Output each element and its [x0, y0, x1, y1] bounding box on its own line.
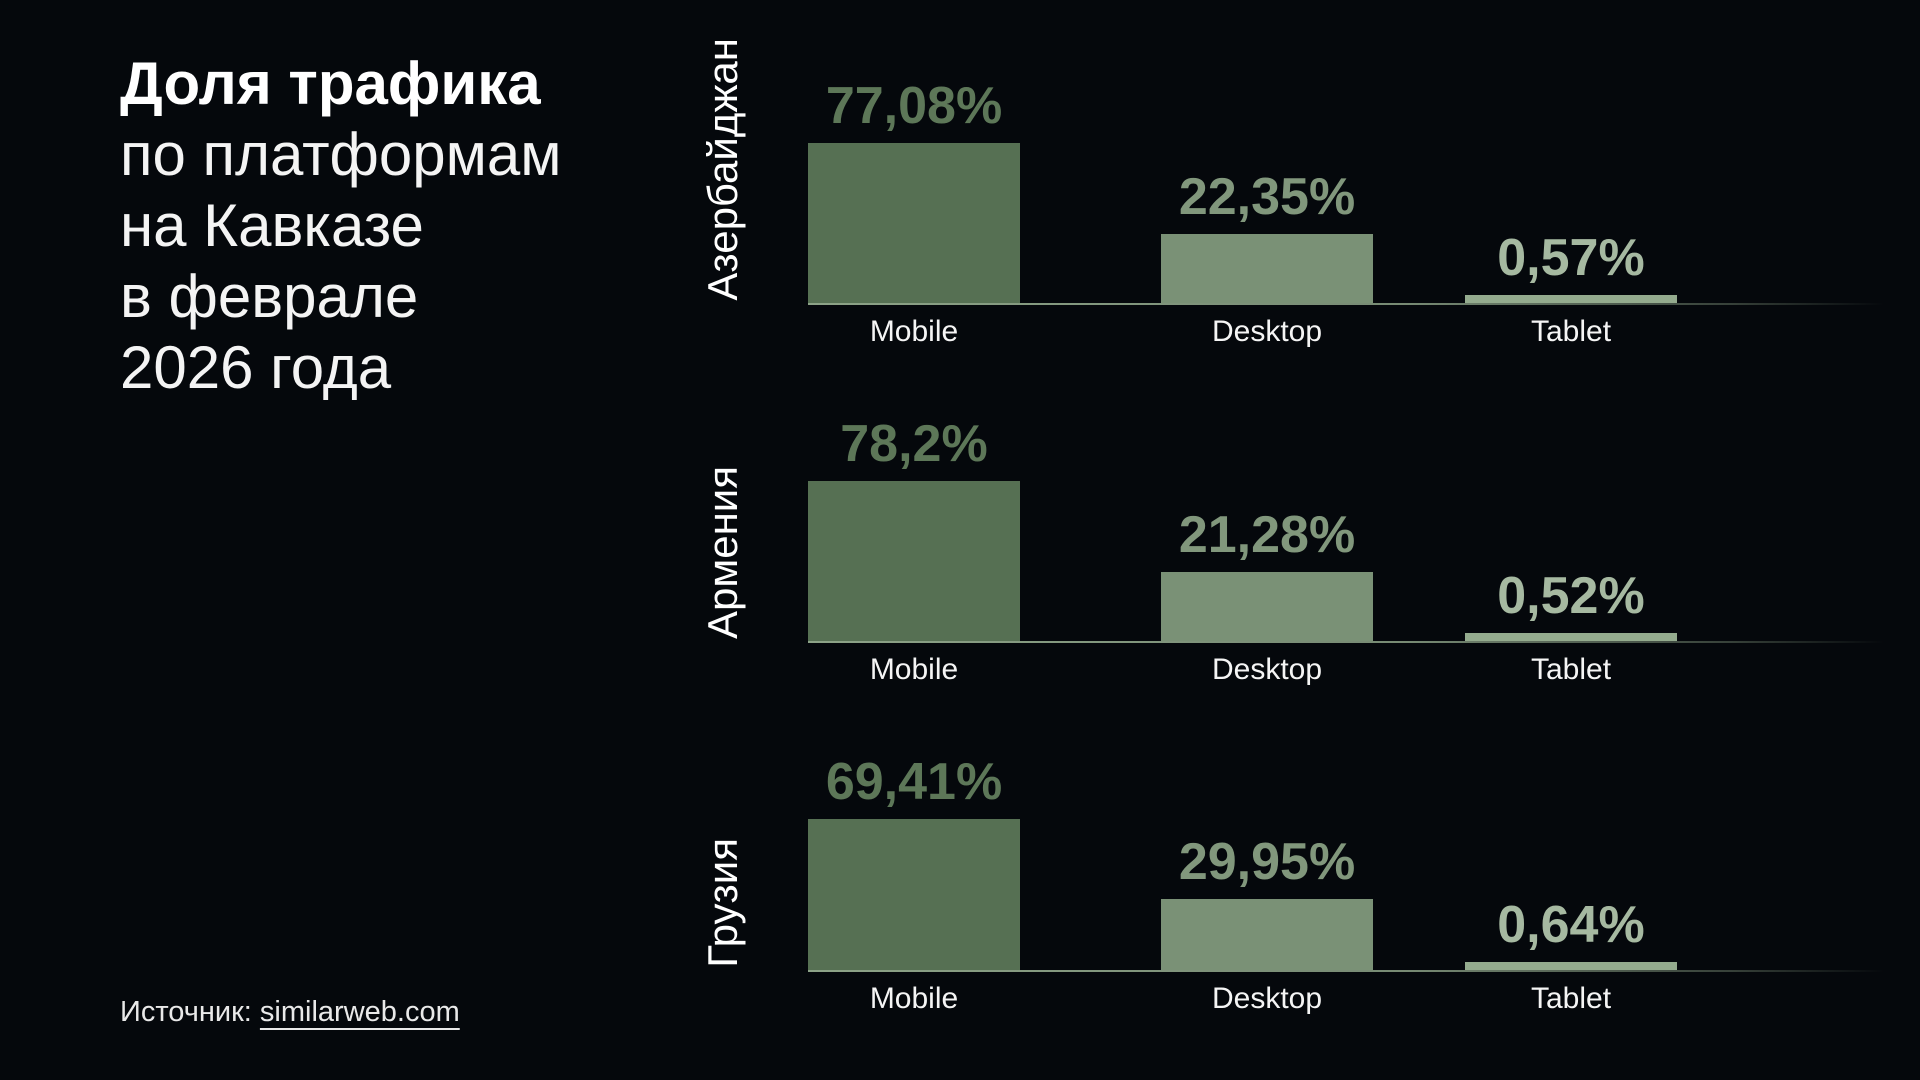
title-line: на Кавказе	[120, 192, 424, 259]
value-label: 0,64%	[1497, 895, 1645, 954]
bar-slot-mobile: 69,41%	[808, 710, 1020, 970]
axis-baseline	[808, 303, 1895, 305]
bar-slot-desktop: 29,95%	[1161, 710, 1373, 970]
bar-desktop	[1161, 572, 1373, 641]
value-label: 21,28%	[1178, 505, 1356, 564]
value-label: 0,57%	[1497, 228, 1645, 287]
category-label-desktop: Desktop	[1211, 653, 1323, 686]
bar-slot-tablet: 0,64%	[1465, 710, 1677, 970]
category-label-mobile: Mobile	[869, 653, 959, 686]
source-prefix: Источник:	[120, 996, 260, 1028]
value-label: 0,52%	[1497, 566, 1645, 625]
country-label: Армения	[699, 465, 746, 639]
chart-group-georgia: Грузия 69,41% 29,95% 0,64% Mobile Deskto…	[690, 710, 1900, 1015]
source-note: Источник: similarweb.com	[120, 996, 460, 1029]
bar-tablet	[1465, 295, 1677, 303]
title-line-bold: Доля трафика	[120, 50, 541, 117]
country-label: Грузия	[699, 838, 746, 968]
title-line: 2026 года	[120, 334, 392, 401]
page-title: Доля трафика по платформам на Кавказе в …	[120, 48, 562, 403]
bar-slot-tablet: 0,57%	[1465, 43, 1677, 303]
category-label-tablet: Tablet	[1530, 653, 1612, 686]
value-label: 22,35%	[1178, 167, 1356, 226]
axis-baseline	[808, 641, 1895, 643]
bar-desktop	[1161, 899, 1373, 970]
value-label: 29,95%	[1178, 832, 1356, 891]
bar-slot-desktop: 21,28%	[1161, 381, 1373, 641]
value-label: 69,41%	[825, 752, 1003, 811]
category-label-desktop: Desktop	[1211, 982, 1323, 1015]
category-label-mobile: Mobile	[869, 315, 959, 348]
bar-tablet	[1465, 962, 1677, 970]
bar-slot-mobile: 78,2%	[808, 381, 1020, 641]
bar-slot-tablet: 0,52%	[1465, 381, 1677, 641]
chart-group-armenia: Армения 78,2% 21,28% 0,52% Mobile Deskto…	[690, 381, 1900, 686]
bar-desktop	[1161, 234, 1373, 303]
bar-slot-desktop: 22,35%	[1161, 43, 1373, 303]
bar-mobile	[808, 819, 1020, 970]
title-line: в феврале	[120, 263, 419, 330]
chart-group-azerbaijan: Азербайджан 77,08% 22,35% 0,57% Mobile D…	[690, 38, 1900, 348]
bar-mobile	[808, 143, 1020, 303]
axis-baseline	[808, 970, 1895, 972]
category-label-tablet: Tablet	[1530, 315, 1612, 348]
bar-slot-mobile: 77,08%	[808, 43, 1020, 303]
value-label: 77,08%	[825, 76, 1003, 135]
source-link[interactable]: similarweb.com	[259, 996, 460, 1028]
category-label-mobile: Mobile	[869, 982, 959, 1015]
title-line: по платформам	[120, 121, 562, 188]
category-label-desktop: Desktop	[1211, 315, 1323, 348]
value-label: 78,2%	[840, 414, 988, 473]
category-label-tablet: Tablet	[1530, 982, 1612, 1015]
bar-mobile	[808, 481, 1020, 641]
bar-tablet	[1465, 633, 1677, 641]
